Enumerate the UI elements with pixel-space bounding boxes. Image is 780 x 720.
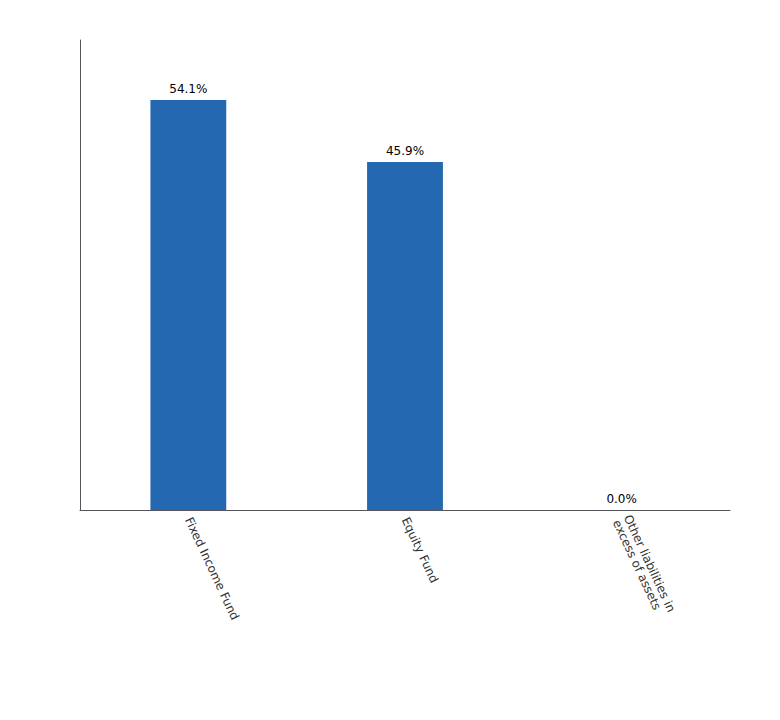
svg-text:Other liabilities in: Other liabilities in	[620, 512, 679, 615]
svg-text:0.0%: 0.0%	[606, 492, 637, 506]
svg-text:54.1%: 54.1%	[169, 82, 207, 96]
svg-text:excess of assets: excess of assets	[610, 518, 664, 613]
svg-text:Equity Fund: Equity Fund	[399, 515, 442, 585]
svg-text:45.9%: 45.9%	[386, 144, 424, 158]
svg-text:Fixed Income Fund: Fixed Income Fund	[182, 515, 242, 622]
